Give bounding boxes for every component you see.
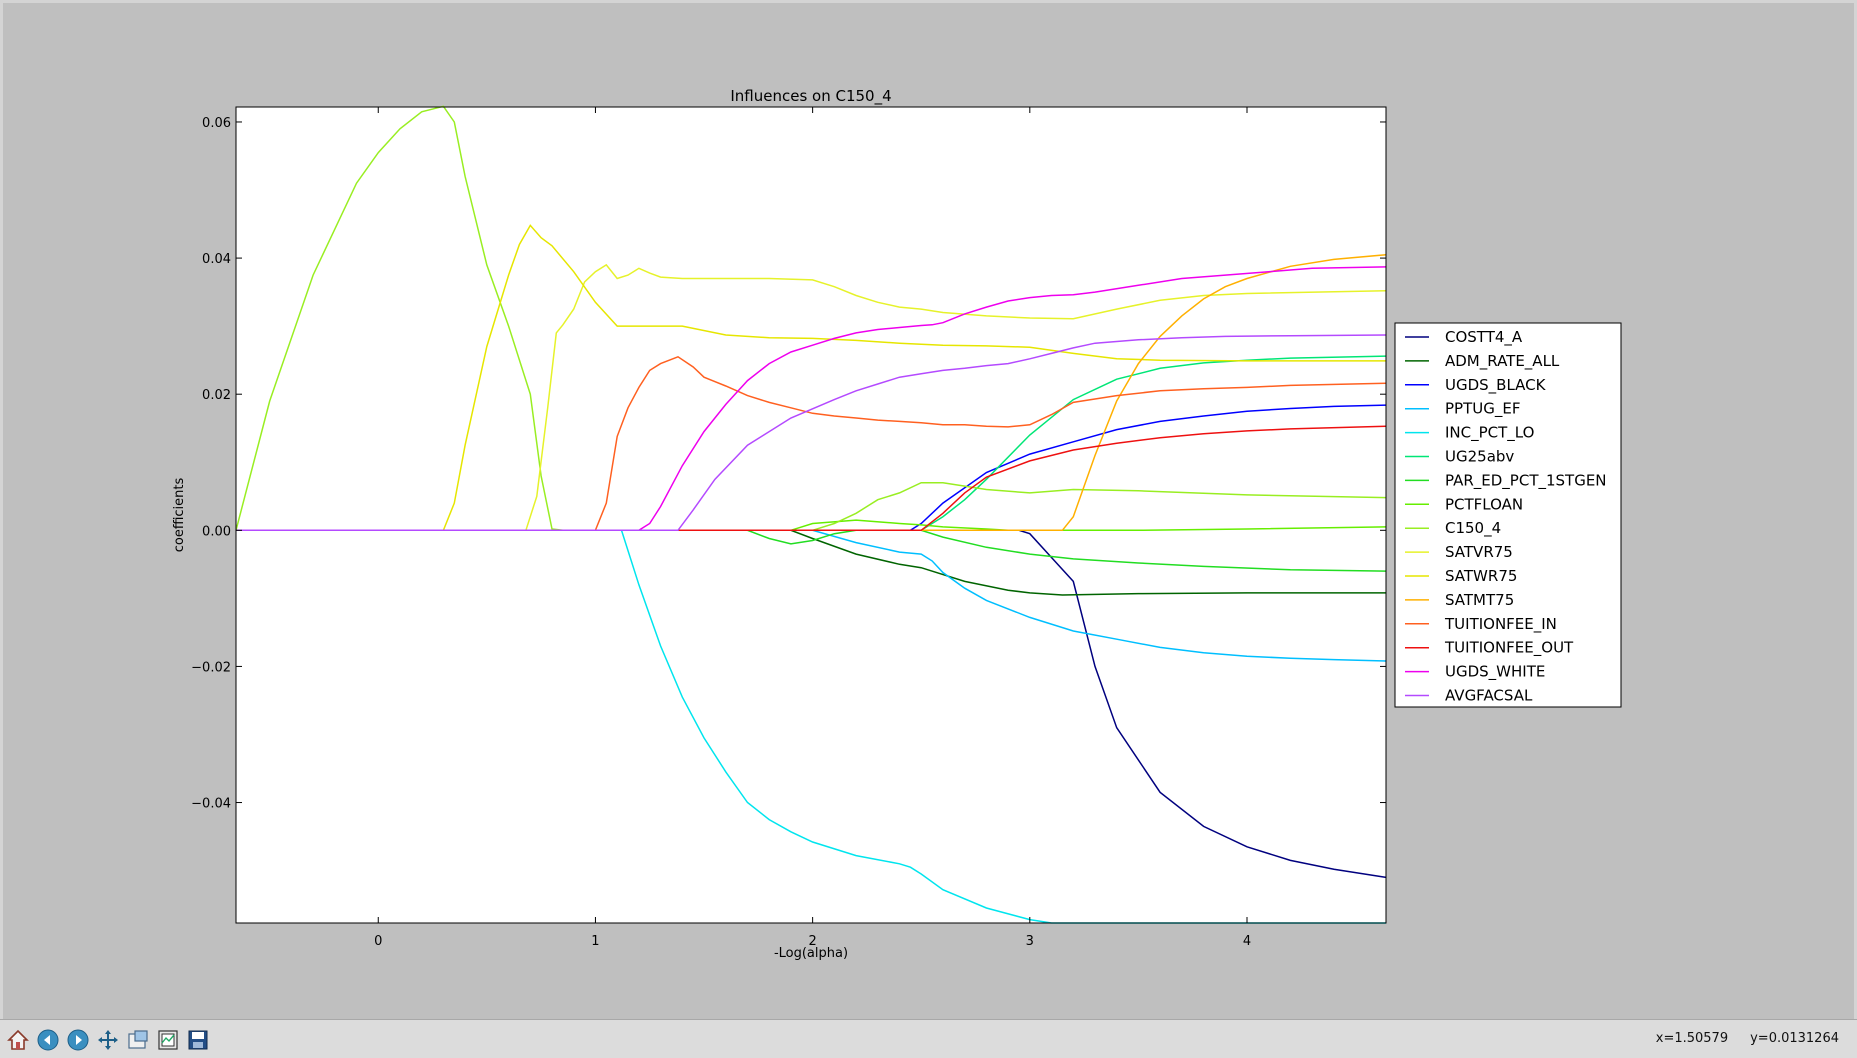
y-tick-label: 0.04 xyxy=(202,252,231,267)
forward-icon[interactable] xyxy=(65,1027,91,1053)
plot-area[interactable] xyxy=(236,107,1386,923)
legend-item: TUITIONFEE_OUT xyxy=(1405,639,1574,658)
x-tick-label: 1 xyxy=(591,934,599,949)
legend-item: UGDS_BLACK xyxy=(1405,376,1547,395)
series-line-satmt75 xyxy=(236,253,1387,532)
legend-item: PCTFLOAN xyxy=(1405,495,1523,513)
y-tick-label: 0.06 xyxy=(202,116,231,131)
legend-item: PAR_ED_PCT_1STGEN xyxy=(1405,471,1607,490)
pan-icon[interactable] xyxy=(95,1027,121,1053)
y-tick-label: −0.04 xyxy=(191,797,231,812)
series-layer xyxy=(235,105,1387,924)
y-tick-label: 0.02 xyxy=(202,388,231,403)
series-line-pptug-ef xyxy=(236,529,1387,662)
series-line-ugds-black xyxy=(236,404,1387,532)
legend-label: AVGFACSAL xyxy=(1445,687,1533,705)
x-tick-label: 3 xyxy=(1026,934,1034,949)
axis-layer: 0 1 2 3 4 −0.04 −0.02 0.00 0.02 0.04 0.06 xyxy=(191,107,1386,949)
legend-label: UGDS_BLACK xyxy=(1445,376,1547,395)
series-line-satwr75 xyxy=(236,224,1386,532)
legend-label: PAR_ED_PCT_1STGEN xyxy=(1445,471,1607,490)
legend-item: SATWR75 xyxy=(1405,567,1517,585)
x-readout: x=1.50579 xyxy=(1655,1031,1729,1046)
legend-item: SATMT75 xyxy=(1405,591,1514,609)
legend-label: SATMT75 xyxy=(1445,591,1514,609)
series-line-satvr75 xyxy=(236,263,1387,532)
legend-label: C150_4 xyxy=(1445,519,1501,538)
y-tick-label: −0.02 xyxy=(191,660,231,675)
legend-label: UGDS_WHITE xyxy=(1445,663,1545,682)
plot-frame xyxy=(235,106,1387,924)
home-icon[interactable] xyxy=(5,1027,31,1053)
y-axis-label: coefficients xyxy=(172,478,187,553)
legend-label: ADM_RATE_ALL xyxy=(1445,352,1560,371)
legend-label: SATVR75 xyxy=(1445,543,1513,561)
legend: COSTT4_A ADM_RATE_ALL UGDS_BLACK PPTUG_EF IN… xyxy=(1394,322,1622,708)
coordinate-readout: x=1.50579 y=0.0131264 xyxy=(1634,1031,1839,1046)
legend-item: COSTT4_A xyxy=(1405,328,1523,347)
legend-box xyxy=(1394,322,1622,708)
legend-item: ADM_RATE_ALL xyxy=(1405,352,1560,371)
legend-label: TUITIONFEE_IN xyxy=(1444,615,1557,634)
legend-item: UG25abv xyxy=(1405,448,1514,466)
legend-label: PCTFLOAN xyxy=(1445,495,1523,513)
chart-title: Influences on C150_4 xyxy=(730,87,891,106)
legend-label: INC_PCT_LO xyxy=(1445,424,1534,443)
series-line-avgfacsal xyxy=(236,334,1387,532)
series-line-tuitionfee-in xyxy=(236,355,1387,532)
legend-item: SATVR75 xyxy=(1405,543,1513,561)
subplots-icon[interactable] xyxy=(155,1027,181,1053)
y-readout: y=0.0131264 xyxy=(1750,1031,1839,1046)
legend-item: UGDS_WHITE xyxy=(1405,663,1545,682)
save-icon[interactable] xyxy=(185,1027,211,1053)
y-tick-label: 0.00 xyxy=(202,524,231,539)
series-line-pctfloan xyxy=(236,519,1387,532)
legend-label: UG25abv xyxy=(1445,448,1514,466)
legend-item: INC_PCT_LO xyxy=(1405,424,1534,443)
legend-label: COSTT4_A xyxy=(1445,328,1523,347)
legend-label: SATWR75 xyxy=(1445,567,1517,585)
x-tick-label: 2 xyxy=(808,934,816,949)
legend-item: PPTUG_EF xyxy=(1405,400,1520,419)
zoom-icon[interactable] xyxy=(125,1027,151,1053)
legend-item: C150_4 xyxy=(1405,519,1501,538)
series-line-adm-rate-all xyxy=(236,529,1386,596)
series-line-tuitionfee-out xyxy=(236,425,1387,532)
navigation-toolbar: x=1.50579 y=0.0131264 xyxy=(0,1019,1857,1058)
legend-label: PPTUG_EF xyxy=(1445,400,1520,419)
x-axis-label: -Log(alpha) xyxy=(774,946,848,961)
x-tick-label: 0 xyxy=(374,934,382,949)
series-line-costt4-a xyxy=(236,529,1387,879)
chart: Influences on C150_4 0 1 2 3 4 −0.04 −0.02 0.00… xyxy=(172,87,1622,961)
legend-item: TUITIONFEE_IN xyxy=(1405,615,1557,634)
back-icon[interactable] xyxy=(35,1027,61,1053)
series-line-ugds-white xyxy=(236,266,1387,532)
x-tick-label: 4 xyxy=(1243,934,1251,949)
legend-label: TUITIONFEE_OUT xyxy=(1444,639,1574,658)
legend-item: AVGFACSAL xyxy=(1405,687,1533,705)
